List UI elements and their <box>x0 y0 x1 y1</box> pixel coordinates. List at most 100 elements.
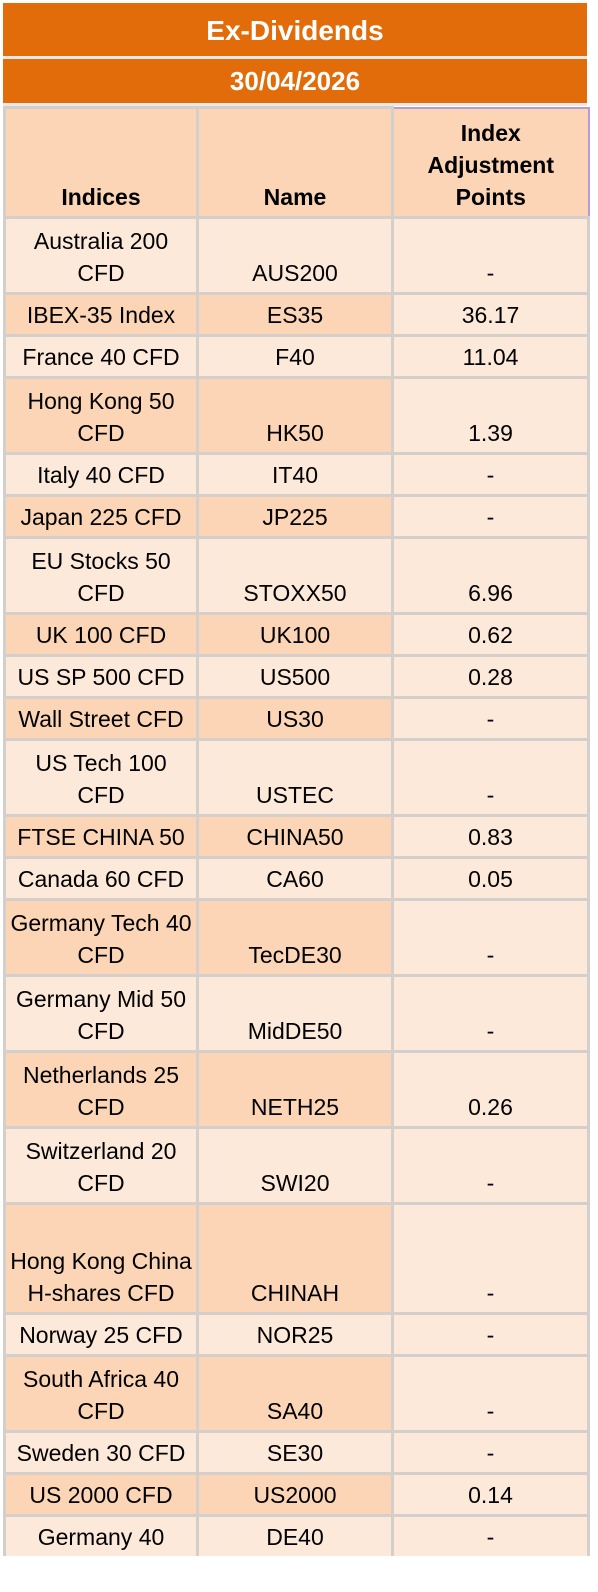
table-row: UK 100 CFD UK100 0.62 <box>3 612 590 657</box>
index-cell: Canada 60 CFD <box>3 856 199 901</box>
name-cell: NETH25 <box>196 1050 394 1129</box>
index-cell: Italy 40 CFD <box>3 452 199 497</box>
index-cell: UK 100 CFD <box>3 612 199 657</box>
adjustment-points-cell: - <box>391 1126 590 1205</box>
name-cell: ES35 <box>196 292 394 337</box>
name-cell: CHINA50 <box>196 814 394 859</box>
name-cell: MidDE50 <box>196 974 394 1053</box>
column-header-indices: Indices <box>3 106 199 219</box>
index-cell: Japan 225 CFD <box>3 494 199 539</box>
table-row: Germany Tech 40 CFD TecDE30- <box>3 898 590 977</box>
index-cell: Australia 200 CFD <box>3 216 199 295</box>
adjustment-points-cell: - <box>391 1430 590 1475</box>
adjustment-points-cell: - <box>391 1312 590 1357</box>
name-cell: HK50 <box>196 376 394 455</box>
table-row: Hong Kong China H-shares CFD CHINAH - <box>3 1202 590 1315</box>
adjustment-points-cell: 11.04 <box>391 334 590 379</box>
index-cell: South Africa 40 CFD <box>3 1354 199 1433</box>
index-cell: US 2000 CFD <box>3 1472 199 1517</box>
adjustment-points-cell: 0.28 <box>391 654 590 699</box>
adjustment-points-cell: 0.83 <box>391 814 590 859</box>
adjustment-points-cell: - <box>391 974 590 1053</box>
name-cell: SWI20 <box>196 1126 394 1205</box>
index-cell: Hong Kong China H-shares CFD <box>3 1202 199 1315</box>
name-cell: JP225 <box>196 494 394 539</box>
table-row: FTSE CHINA 50 CHINA50 0.83 <box>3 814 590 859</box>
adjustment-points-cell: 0.62 <box>391 612 590 657</box>
sheet-date: 30/04/2026 <box>3 59 587 106</box>
index-cell: Norway 25 CFD <box>3 1312 199 1357</box>
table-row: Switzerland 20 CFD SWI20- <box>3 1126 590 1205</box>
table-row: Germany 40 DE40- <box>3 1514 590 1556</box>
table-row: Canada 60 CFD CA60 0.05 <box>3 856 590 901</box>
column-header-name: Name <box>196 106 394 219</box>
adjustment-points-cell: 0.26 <box>391 1050 590 1129</box>
name-cell: US30 <box>196 696 394 741</box>
index-cell: France 40 CFD <box>3 334 199 379</box>
name-cell: UK100 <box>196 612 394 657</box>
adjustment-points-cell: - <box>391 1514 590 1556</box>
adjustment-points-cell: - <box>391 216 590 295</box>
name-cell: CA60 <box>196 856 394 901</box>
name-cell: CHINAH <box>196 1202 394 1315</box>
adjustment-points-cell: 6.96 <box>391 536 590 615</box>
adjustment-points-cell: - <box>391 494 590 539</box>
name-cell: USTEC <box>196 738 394 817</box>
index-cell: Sweden 30 CFD <box>3 1430 199 1475</box>
adjustment-points-cell: - <box>391 696 590 741</box>
table-row: Japan 225 CFD JP225- <box>3 494 590 539</box>
table-row: US Tech 100 CFD USTEC - <box>3 738 590 817</box>
table-row: Wall Street CFD US30- <box>3 696 590 741</box>
name-cell: SE30 <box>196 1430 394 1475</box>
adjustment-points-cell: 36.17 <box>391 292 590 337</box>
index-cell: EU Stocks 50 CFD <box>3 536 199 615</box>
adjustment-points-cell: 0.05 <box>391 856 590 901</box>
table-row: IBEX-35 Index ES35 36.17 <box>3 292 590 337</box>
table-row: Norway 25 CFD NOR25- <box>3 1312 590 1357</box>
table-row: South Africa 40 CFD SA40- <box>3 1354 590 1433</box>
sheet-title: Ex-Dividends <box>3 3 587 59</box>
adjustment-points-cell: - <box>391 738 590 817</box>
table-row: Germany Mid 50 CFD MidDE50- <box>3 974 590 1053</box>
name-cell: F40 <box>196 334 394 379</box>
index-cell: Wall Street CFD <box>3 696 199 741</box>
index-cell: Switzerland 20 CFD <box>3 1126 199 1205</box>
name-cell: IT40 <box>196 452 394 497</box>
table-header-row: Indices Name Index Adjustment Points <box>3 106 590 219</box>
column-header-adjustment-points: Index Adjustment Points <box>391 106 590 219</box>
name-cell: AUS200 <box>196 216 394 295</box>
name-cell: STOXX50 <box>196 536 394 615</box>
index-cell: Germany 40 <box>3 1514 199 1556</box>
index-cell: IBEX-35 Index <box>3 292 199 337</box>
name-cell: US500 <box>196 654 394 699</box>
name-cell: US2000 <box>196 1472 394 1517</box>
index-cell: FTSE CHINA 50 <box>3 814 199 859</box>
name-cell: DE40 <box>196 1514 394 1556</box>
table-body: Australia 200 CFD AUS200- IBEX-35 Index ES3… <box>3 216 590 1556</box>
adjustment-points-cell: 1.39 <box>391 376 590 455</box>
table-row: Hong Kong 50 CFD HK50 1.39 <box>3 376 590 455</box>
name-cell: NOR25 <box>196 1312 394 1357</box>
index-cell: US Tech 100 CFD <box>3 738 199 817</box>
index-cell: Netherlands 25 CFD <box>3 1050 199 1129</box>
adjustment-points-cell: - <box>391 1354 590 1433</box>
name-cell: TecDE30 <box>196 898 394 977</box>
ex-dividends-sheet: Ex-Dividends 30/04/2026 Indices Name Ind… <box>3 3 590 1556</box>
index-cell: Germany Mid 50 CFD <box>3 974 199 1053</box>
name-cell: SA40 <box>196 1354 394 1433</box>
table-row: US SP 500 CFD US500 0.28 <box>3 654 590 699</box>
adjustment-points-cell: - <box>391 1202 590 1315</box>
index-cell: Germany Tech 40 CFD <box>3 898 199 977</box>
table-row: France 40 CFD F40 11.04 <box>3 334 590 379</box>
dividends-table: Indices Name Index Adjustment Points Aus… <box>3 106 590 1556</box>
index-cell: US SP 500 CFD <box>3 654 199 699</box>
index-cell: Hong Kong 50 CFD <box>3 376 199 455</box>
adjustment-points-cell: - <box>391 452 590 497</box>
adjustment-points-cell: - <box>391 898 590 977</box>
table-row: EU Stocks 50 CFD STOXX50 6.96 <box>3 536 590 615</box>
table-row: Australia 200 CFD AUS200- <box>3 216 590 295</box>
table-row: Netherlands 25 CFD NETH25 0.26 <box>3 1050 590 1129</box>
adjustment-points-cell: 0.14 <box>391 1472 590 1517</box>
table-row: Italy 40 CFD IT40- <box>3 452 590 497</box>
table-row: US 2000 CFD US2000 0.14 <box>3 1472 590 1517</box>
